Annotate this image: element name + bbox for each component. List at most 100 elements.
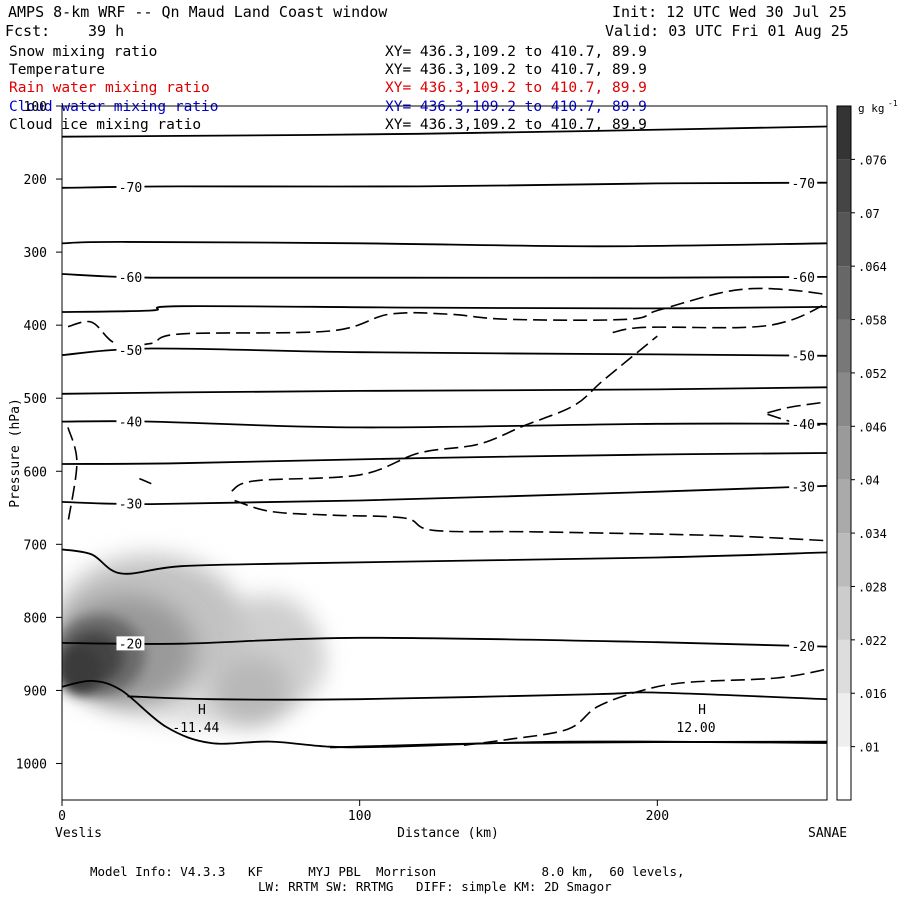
colorbar-swatch bbox=[837, 159, 851, 213]
dashed-contour bbox=[234, 499, 827, 542]
temperature-isotherm bbox=[127, 691, 827, 701]
y-tick-label: 400 bbox=[24, 319, 47, 334]
dashed-contour bbox=[612, 302, 827, 334]
temperature-isotherm bbox=[62, 452, 827, 465]
temperature-isotherm bbox=[62, 125, 827, 138]
colorbar-swatch bbox=[837, 586, 851, 640]
colorbar-tick-label: .046 bbox=[858, 420, 887, 434]
y-tick-label: 200 bbox=[24, 173, 47, 188]
extremum-value: -11.44 bbox=[172, 721, 219, 736]
colorbar-tick-label: .064 bbox=[858, 260, 887, 274]
dashed-contour bbox=[231, 335, 658, 492]
isotherm-label: -40 bbox=[119, 416, 142, 431]
isotherm-label: -40 bbox=[791, 418, 814, 433]
colorbar-swatch bbox=[837, 106, 851, 160]
temperature-isotherm bbox=[329, 740, 827, 749]
field-name: Snow mixing ratio bbox=[9, 44, 158, 60]
isotherm-label: -20 bbox=[119, 637, 142, 652]
x-tick-label: 0 bbox=[58, 809, 66, 824]
colorbar-swatch bbox=[837, 693, 851, 747]
colorbar-swatch bbox=[837, 372, 851, 427]
x-tick-label: 100 bbox=[348, 809, 371, 824]
model-info-physics: LW: RRTM SW: RRTMG DIFF: simple KM: 2D S… bbox=[258, 879, 612, 894]
field-cross-section-coords: XY= 436.3,109.2 to 410.7, 89.9 bbox=[385, 98, 647, 115]
colorbar-swatch bbox=[837, 533, 851, 587]
y-tick-label: 500 bbox=[24, 392, 47, 407]
y-tick-label: 1000 bbox=[16, 757, 47, 772]
forecast-hours: 39 h bbox=[88, 22, 125, 40]
dashed-contour bbox=[463, 668, 827, 746]
dashed-contour bbox=[139, 477, 152, 485]
colorbar-swatch bbox=[837, 212, 851, 267]
temperature-isotherm bbox=[62, 420, 827, 429]
y-tick-label: 700 bbox=[24, 538, 47, 553]
colorbar-swatch bbox=[837, 479, 851, 534]
colorbar-swatch bbox=[837, 746, 851, 800]
temperature-isotherm bbox=[62, 485, 827, 506]
colorbar-unit-exponent: -1 bbox=[888, 99, 898, 108]
end-location-label: SANAE bbox=[808, 826, 847, 841]
extremum-value: 12.00 bbox=[676, 721, 715, 736]
colorbar-tick-label: .022 bbox=[858, 634, 887, 648]
colorbar-tick-label: .028 bbox=[858, 580, 887, 594]
snow-mixing-ratio-shading bbox=[62, 555, 325, 725]
colorbar-swatch bbox=[837, 319, 851, 373]
y-tick-label: 100 bbox=[24, 100, 47, 115]
dashed-contour bbox=[67, 427, 78, 523]
temperature-isotherm bbox=[62, 548, 827, 575]
field-cross-section-coords: XY= 436.3,109.2 to 410.7, 89.9 bbox=[385, 44, 647, 60]
colorbar-tick-label: .058 bbox=[858, 314, 887, 328]
field-name: Cloud water mixing ratio bbox=[9, 98, 219, 115]
plot-frame bbox=[61, 105, 828, 801]
temperature-isotherm bbox=[62, 636, 827, 648]
valid-time: Valid: 03 UTC Fri 01 Aug 25 bbox=[605, 22, 849, 40]
field-cross-section-coords: XY= 436.3,109.2 to 410.7, 89.9 bbox=[385, 116, 647, 133]
colorbar-swatch bbox=[837, 266, 851, 320]
colorbar-tick-label: .07 bbox=[858, 207, 880, 221]
temperature-isotherm bbox=[62, 273, 827, 279]
x-axis-label: Distance (km) bbox=[397, 826, 499, 841]
temperature-isotherm bbox=[62, 240, 827, 248]
y-axis-label: Pressure (hPa) bbox=[8, 398, 23, 508]
init-time: Init: 12 UTC Wed 30 Jul 25 bbox=[612, 3, 847, 21]
start-location-label: Veslis bbox=[55, 826, 102, 841]
colorbar-tick-label: .034 bbox=[858, 527, 887, 541]
isotherm-label: -60 bbox=[791, 271, 814, 286]
field-cross-section-coords: XY= 436.3,109.2 to 410.7, 89.9 bbox=[385, 62, 647, 79]
model-info: Model Info: V4.3.3 KF MYJ PBL Morrison 8… bbox=[90, 864, 685, 879]
colorbar-unit-label: g kg bbox=[858, 102, 885, 115]
isotherm-label: -50 bbox=[119, 344, 142, 359]
chart-title: AMPS 8-km WRF -- Qn Maud Land Coast wind… bbox=[8, 3, 388, 21]
colorbar-tick-label: .01 bbox=[858, 741, 880, 755]
colorbar-tick-label: .076 bbox=[858, 153, 887, 167]
y-tick-label: 900 bbox=[24, 684, 47, 699]
dashed-contour bbox=[767, 401, 827, 414]
forecast-label: Fcst: bbox=[5, 22, 51, 40]
colorbar-swatch bbox=[837, 426, 851, 480]
isotherm-label: -60 bbox=[119, 271, 142, 286]
isotherm-label: -20 bbox=[791, 640, 814, 655]
isotherm-label: -50 bbox=[791, 350, 814, 365]
extremum-marker: H bbox=[698, 703, 706, 718]
field-name: Rain water mixing ratio bbox=[9, 80, 210, 97]
field-name: Cloud ice mixing ratio bbox=[9, 116, 202, 133]
isotherm-label: -70 bbox=[119, 181, 142, 196]
y-tick-label: 600 bbox=[24, 465, 47, 480]
isotherm-label: -70 bbox=[791, 177, 814, 192]
dashed-contour bbox=[67, 287, 827, 347]
temperature-isotherm bbox=[62, 679, 827, 749]
colorbar-tick-label: .04 bbox=[858, 474, 880, 488]
x-tick-label: 200 bbox=[646, 809, 669, 824]
field-name: Temperature bbox=[9, 62, 106, 79]
isotherm-label: -30 bbox=[119, 498, 142, 513]
colorbar-swatch bbox=[837, 639, 851, 694]
colorbar-frame bbox=[836, 105, 852, 801]
colorbar-tick-label: .052 bbox=[858, 367, 887, 381]
temperature-isotherm bbox=[62, 347, 827, 357]
extremum-marker: H bbox=[198, 703, 206, 718]
y-tick-label: 800 bbox=[24, 611, 47, 626]
field-cross-section-coords: XY= 436.3,109.2 to 410.7, 89.9 bbox=[385, 80, 647, 97]
temperature-isotherm bbox=[62, 305, 827, 313]
temperature-isotherm bbox=[62, 181, 827, 189]
